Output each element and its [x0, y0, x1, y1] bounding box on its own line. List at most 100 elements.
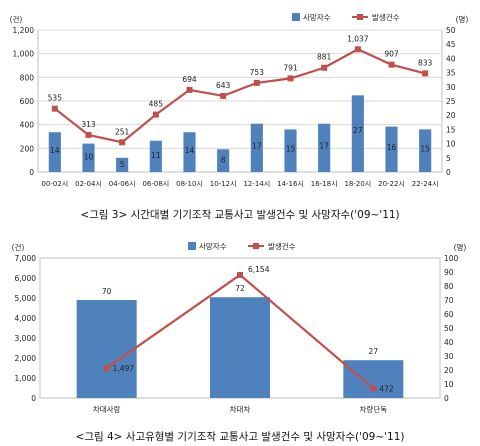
line-point [287, 75, 294, 82]
y-left-tick-label: 800 [20, 73, 35, 82]
y-right-tick-label: 30 [446, 83, 456, 92]
bar-data-label: 72 [235, 284, 245, 293]
bar-fatalities [419, 129, 432, 172]
x-category-label: 22-24시 [412, 180, 439, 188]
x-category-label: 04-06시 [109, 180, 136, 188]
line-data-label: 1,497 [113, 364, 135, 373]
bar-fatalities [116, 157, 129, 172]
legend-line-label: 발생건수 [268, 241, 296, 251]
y-left-tick-label: 200 [20, 144, 35, 153]
line-data-label: 833 [418, 58, 433, 67]
bar-fatalities [183, 132, 196, 172]
y-right-tick-label: 40 [446, 54, 456, 63]
bar-data-label: 27 [353, 126, 363, 135]
bar-fatalities [385, 126, 398, 172]
bar-data-label: 15 [286, 145, 296, 154]
x-category-label: 14-16시 [277, 180, 304, 188]
bar-fatalities [149, 140, 162, 172]
line-data-label: 907 [384, 50, 399, 59]
y-right-tick-label: 30 [444, 352, 454, 361]
bar-fatalities [210, 297, 270, 398]
y-left-tick-label: 1,200 [13, 26, 35, 35]
legend-line-marker [253, 243, 259, 249]
bar-fatalities [284, 129, 297, 172]
x-category-label: 16-18시 [311, 180, 338, 188]
line-data-label: 1,037 [347, 34, 369, 43]
bar-data-label: 17 [319, 141, 329, 150]
chart-time-of-day: 0 200 400 600 800 1,000 1,200 0 5 10 15 20 25 30 35 40 4… [0, 0, 480, 206]
y-right-unit: (명) [456, 14, 469, 24]
y-left-unit: (건) [12, 242, 25, 252]
bar-fatalities [76, 300, 137, 398]
legend-bar-swatch [292, 13, 300, 21]
y-right-tick-label: 60 [444, 310, 454, 319]
bar-fatalities [250, 123, 263, 172]
line-data-label: 485 [149, 100, 164, 109]
bar-data-label: 27 [369, 347, 379, 356]
bar-fatalities [351, 95, 364, 172]
y-left-tick-label: 4,000 [15, 314, 37, 323]
x-category-label: 차대사람 [93, 405, 121, 414]
chart-accident-type: 0 1,000 2,000 3,000 4,000 5,000 6,000 7,000 0 10 2… [0, 228, 480, 446]
y-right-tick-label: 40 [444, 338, 454, 347]
x-category-label: 20-22시 [378, 180, 405, 188]
x-category-label: 08-10시 [176, 180, 203, 188]
line-point [85, 131, 92, 138]
y-right-tick-label: 0 [444, 394, 449, 403]
line-incidents [54, 48, 426, 144]
bar-fatalities [318, 123, 331, 172]
line-data-label: 694 [182, 75, 197, 84]
bar-data-label: 15 [420, 145, 430, 154]
legend-line-label: 발생건수 [372, 12, 400, 22]
line-point [152, 111, 159, 118]
y-right-tick-label: 35 [446, 69, 456, 78]
line-data-label: 791 [283, 63, 298, 72]
y-right-tick-label: 0 [446, 168, 451, 177]
y-right-tick-label: 90 [444, 268, 454, 277]
bar-data-label: 16 [387, 143, 397, 152]
y-left-tick-label: 3,000 [15, 334, 37, 343]
bar-data-label: 5 [120, 160, 125, 169]
x-category-label: 10-12시 [210, 180, 237, 188]
y-right-unit: (명) [454, 242, 467, 252]
line-point [321, 64, 328, 71]
legend-bar-swatch [188, 242, 196, 250]
bar-fatalities [82, 143, 95, 172]
y-right-tick-label: 80 [444, 282, 454, 291]
line-point [422, 70, 429, 77]
x-category-label: 06-08시 [142, 180, 169, 188]
line-point [220, 92, 227, 99]
x-category-label: 차량단독 [360, 404, 388, 414]
line-point [370, 385, 377, 392]
line-point [388, 61, 395, 68]
line-data-label: 535 [48, 94, 63, 103]
y-right-tick-label: 5 [446, 154, 451, 163]
bar-fatalities [343, 360, 404, 398]
legend-bar-label: 사망자수 [199, 241, 227, 251]
x-category-label: 00-02시 [41, 180, 68, 188]
line-data-label: 313 [81, 120, 96, 129]
y-right-tick-label: 70 [444, 296, 454, 305]
y-left-tick-label: 1,000 [15, 374, 37, 383]
y-left-tick-label: 1,000 [13, 50, 35, 59]
bar-data-label: 10 [84, 152, 94, 161]
y-left-tick-label: 5,000 [15, 294, 37, 303]
line-point [51, 105, 58, 112]
legend-line-marker [357, 14, 363, 20]
bar-data-label: 8 [221, 156, 226, 165]
line-point [354, 46, 361, 53]
y-right-tick-label: 15 [446, 125, 456, 134]
y-left-tick-label: 600 [20, 97, 35, 106]
chart-caption-4: <그림 4> 사고유형별 기기조작 교통사고 발생건수 및 사망자수('09~'… [75, 431, 405, 443]
line-point [237, 271, 243, 278]
bar-fatalities [217, 149, 230, 172]
y-left-tick-label: 0 [29, 168, 34, 177]
y-right-tick-label: 10 [446, 140, 456, 149]
y-left-unit: (건) [10, 14, 23, 24]
legend-bar-label: 사망자수 [303, 12, 331, 22]
line-point [186, 86, 193, 93]
y-left-tick-label: 7,000 [15, 254, 37, 263]
line-data-label: 472 [379, 385, 394, 394]
line-data-label: 753 [250, 68, 265, 77]
y-right-tick-label: 50 [444, 324, 454, 333]
